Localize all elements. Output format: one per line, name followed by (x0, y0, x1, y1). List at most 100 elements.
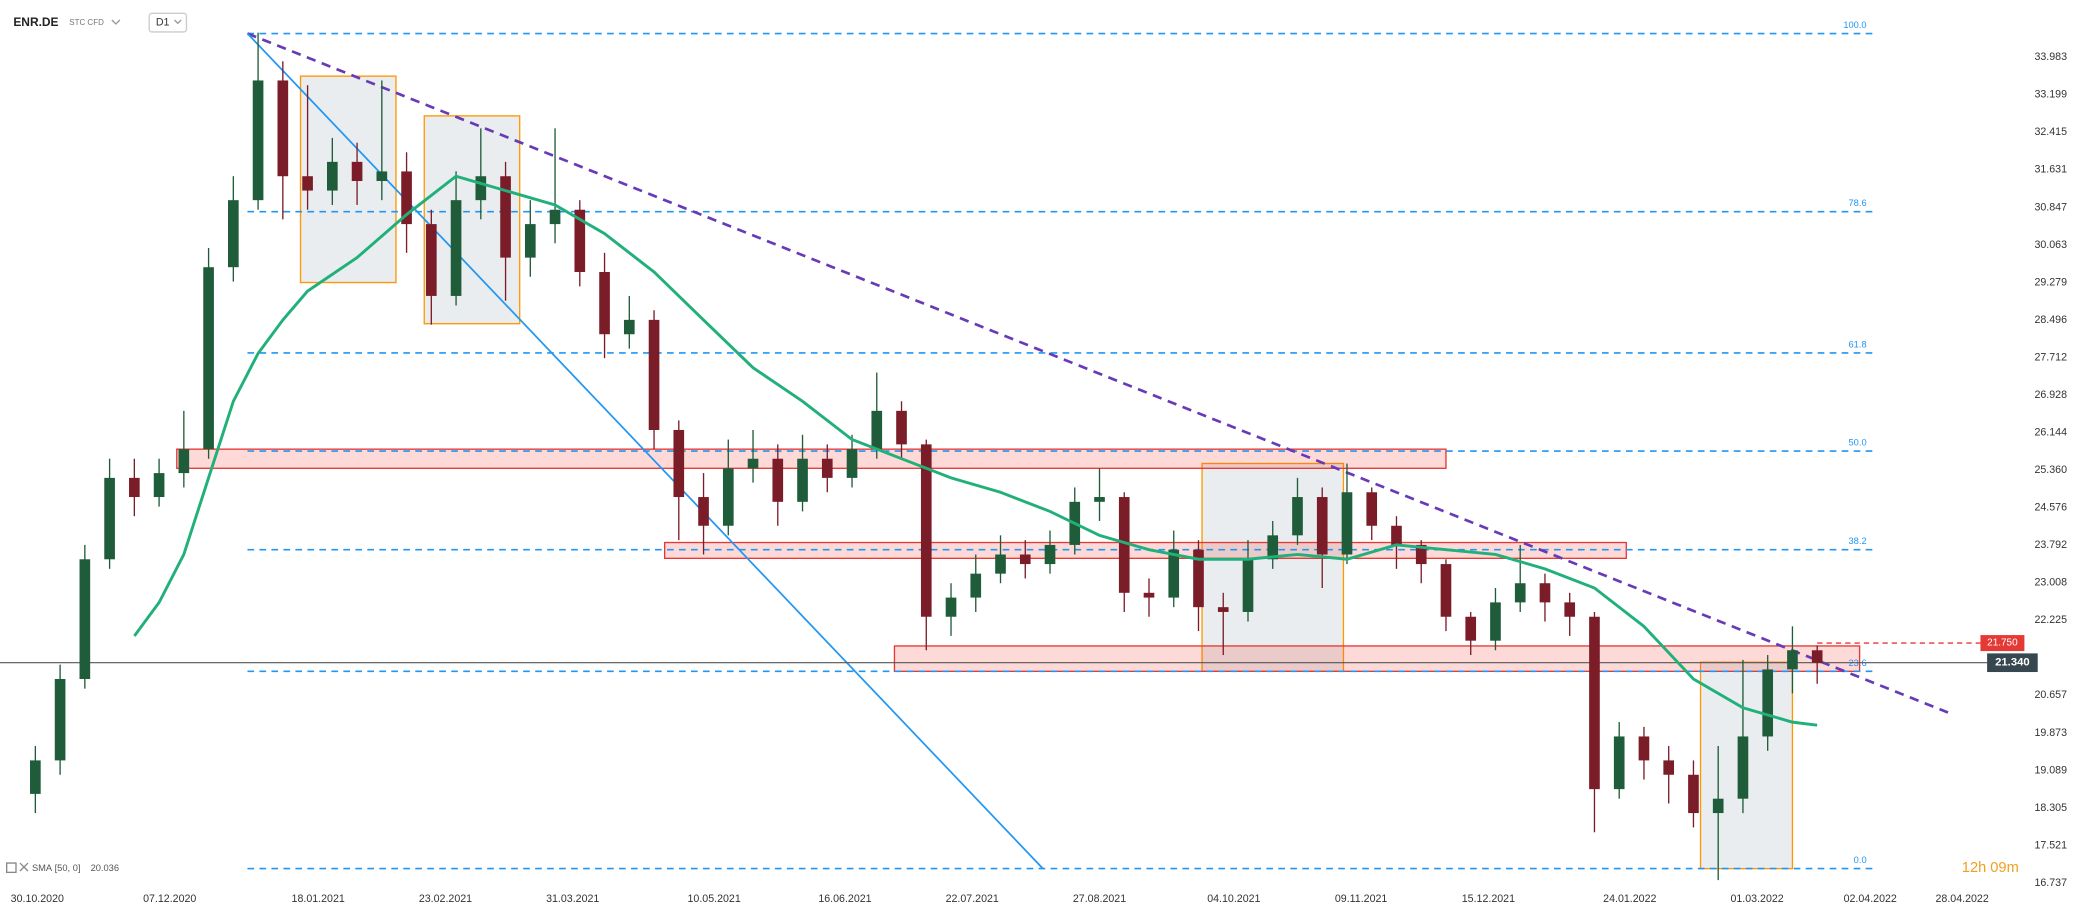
candle-body (1292, 497, 1303, 536)
y-tick-label: 23.792 (2034, 539, 2067, 551)
price-zone (893, 645, 1861, 672)
candle-body (54, 678, 66, 761)
candle-body (475, 176, 487, 201)
candle-body (797, 458, 808, 502)
candle-body (1242, 559, 1254, 612)
bar-timer: 12h 09m (1962, 860, 2019, 876)
candle-body (1663, 760, 1675, 775)
x-tick-label: 23.02.2021 (419, 893, 472, 905)
candle-body (277, 80, 289, 177)
y-tick-label: 26.144 (2034, 426, 2067, 438)
candle-body (351, 161, 363, 182)
candle-body (178, 449, 190, 474)
candle-body (1514, 583, 1526, 603)
y-tick-label: 26.928 (2034, 389, 2067, 401)
candle-body (574, 209, 586, 272)
candle-body (153, 473, 165, 498)
trend-line (246, 32, 1949, 714)
candle-body (698, 497, 709, 526)
candle-body (1118, 497, 1130, 593)
price-zone (176, 448, 1447, 469)
y-tick-label: 24.576 (2034, 502, 2067, 514)
candle-body (549, 209, 561, 225)
interval-dropdown[interactable] (173, 19, 182, 25)
candle-body (1638, 736, 1650, 761)
alert-price-label: 21.750 (1987, 638, 2018, 649)
plot: 100.078.661.850.038.223.60.0 (0, 20, 1988, 881)
y-tick-label: 19.873 (2034, 727, 2067, 739)
x-tick-label: 16.06.2021 (818, 893, 871, 905)
candle-body (401, 171, 412, 225)
candle-body (1787, 650, 1798, 670)
instrument-type[interactable]: STC CFD (69, 18, 104, 27)
indicator-params: [50, 0] (55, 863, 81, 873)
candle-body (1811, 650, 1823, 663)
candle-body (623, 319, 635, 335)
candle-body (1613, 736, 1625, 790)
y-tick-label: 16.737 (2034, 877, 2067, 889)
candle-body (772, 458, 784, 502)
fib-level-label: 100.0 (1843, 20, 1866, 30)
candle-body (1440, 564, 1452, 617)
candle-body (203, 267, 214, 450)
x-tick-label: 28.04.2022 (1936, 893, 1989, 905)
x-tick-label: 31.03.2021 (546, 893, 599, 905)
candle-body (1465, 616, 1477, 641)
x-tick-label: 04.10.2021 (1207, 893, 1260, 905)
candle-body (1044, 544, 1056, 565)
candle-body (1589, 616, 1600, 790)
candle-body (970, 573, 982, 598)
candle-body (896, 410, 907, 445)
candle-body (1217, 607, 1229, 612)
alert-price-box (1980, 635, 2025, 652)
y-tick-label: 32.415 (2034, 126, 2067, 138)
y-tick-label: 20.657 (2034, 689, 2067, 701)
candle-body (1762, 669, 1774, 737)
candle-body (722, 468, 734, 526)
candle-body (228, 200, 239, 268)
candle-body (1267, 535, 1279, 560)
y-tick-label: 27.712 (2034, 351, 2067, 363)
candle-body (1539, 583, 1551, 603)
fib-level-label: 38.2 (1849, 536, 1867, 546)
fib-level-label: 61.8 (1849, 339, 1867, 349)
candle-body (450, 200, 462, 296)
sma-line (133, 174, 1818, 727)
indicator-settings-icon[interactable] (5, 862, 17, 874)
candle-body (945, 597, 957, 617)
y-tick-label: 23.008 (2034, 577, 2067, 589)
indicator-remove-icon[interactable] (19, 862, 29, 872)
candle-body (1094, 497, 1105, 502)
candle-body (1316, 497, 1328, 555)
candle-body (1415, 544, 1427, 565)
candle-body (821, 458, 833, 478)
x-tick-label: 27.08.2021 (1073, 893, 1126, 905)
candle-body (79, 559, 91, 679)
y-tick-label: 30.063 (2034, 239, 2067, 251)
x-tick-label: 09.11.2021 (1335, 893, 1388, 905)
symbol: ENR.DE (13, 15, 58, 29)
candle-body (599, 271, 610, 335)
candle-body (1193, 549, 1204, 608)
y-tick-label: 22.225 (2034, 614, 2067, 626)
candle-body (1712, 798, 1724, 814)
instrument-dropdown[interactable] (111, 19, 121, 25)
candle-body (1688, 774, 1699, 814)
interval[interactable]: D1 (156, 16, 170, 28)
candle-body (500, 176, 511, 258)
indicator-value: 20.036 (91, 863, 119, 873)
x-tick-label: 22.07.2021 (946, 893, 999, 905)
candle-body (1391, 525, 1402, 545)
interval-box[interactable] (148, 12, 188, 33)
candle-body (376, 171, 388, 182)
last-price-label: 21.340 (1995, 657, 2030, 669)
candle-body (252, 80, 264, 201)
last-price-box (1987, 653, 2038, 673)
candle-body (1143, 592, 1155, 598)
candle-body (302, 176, 313, 191)
candle-body (673, 430, 685, 498)
price-zone (663, 541, 1627, 559)
candle-body (920, 444, 932, 617)
